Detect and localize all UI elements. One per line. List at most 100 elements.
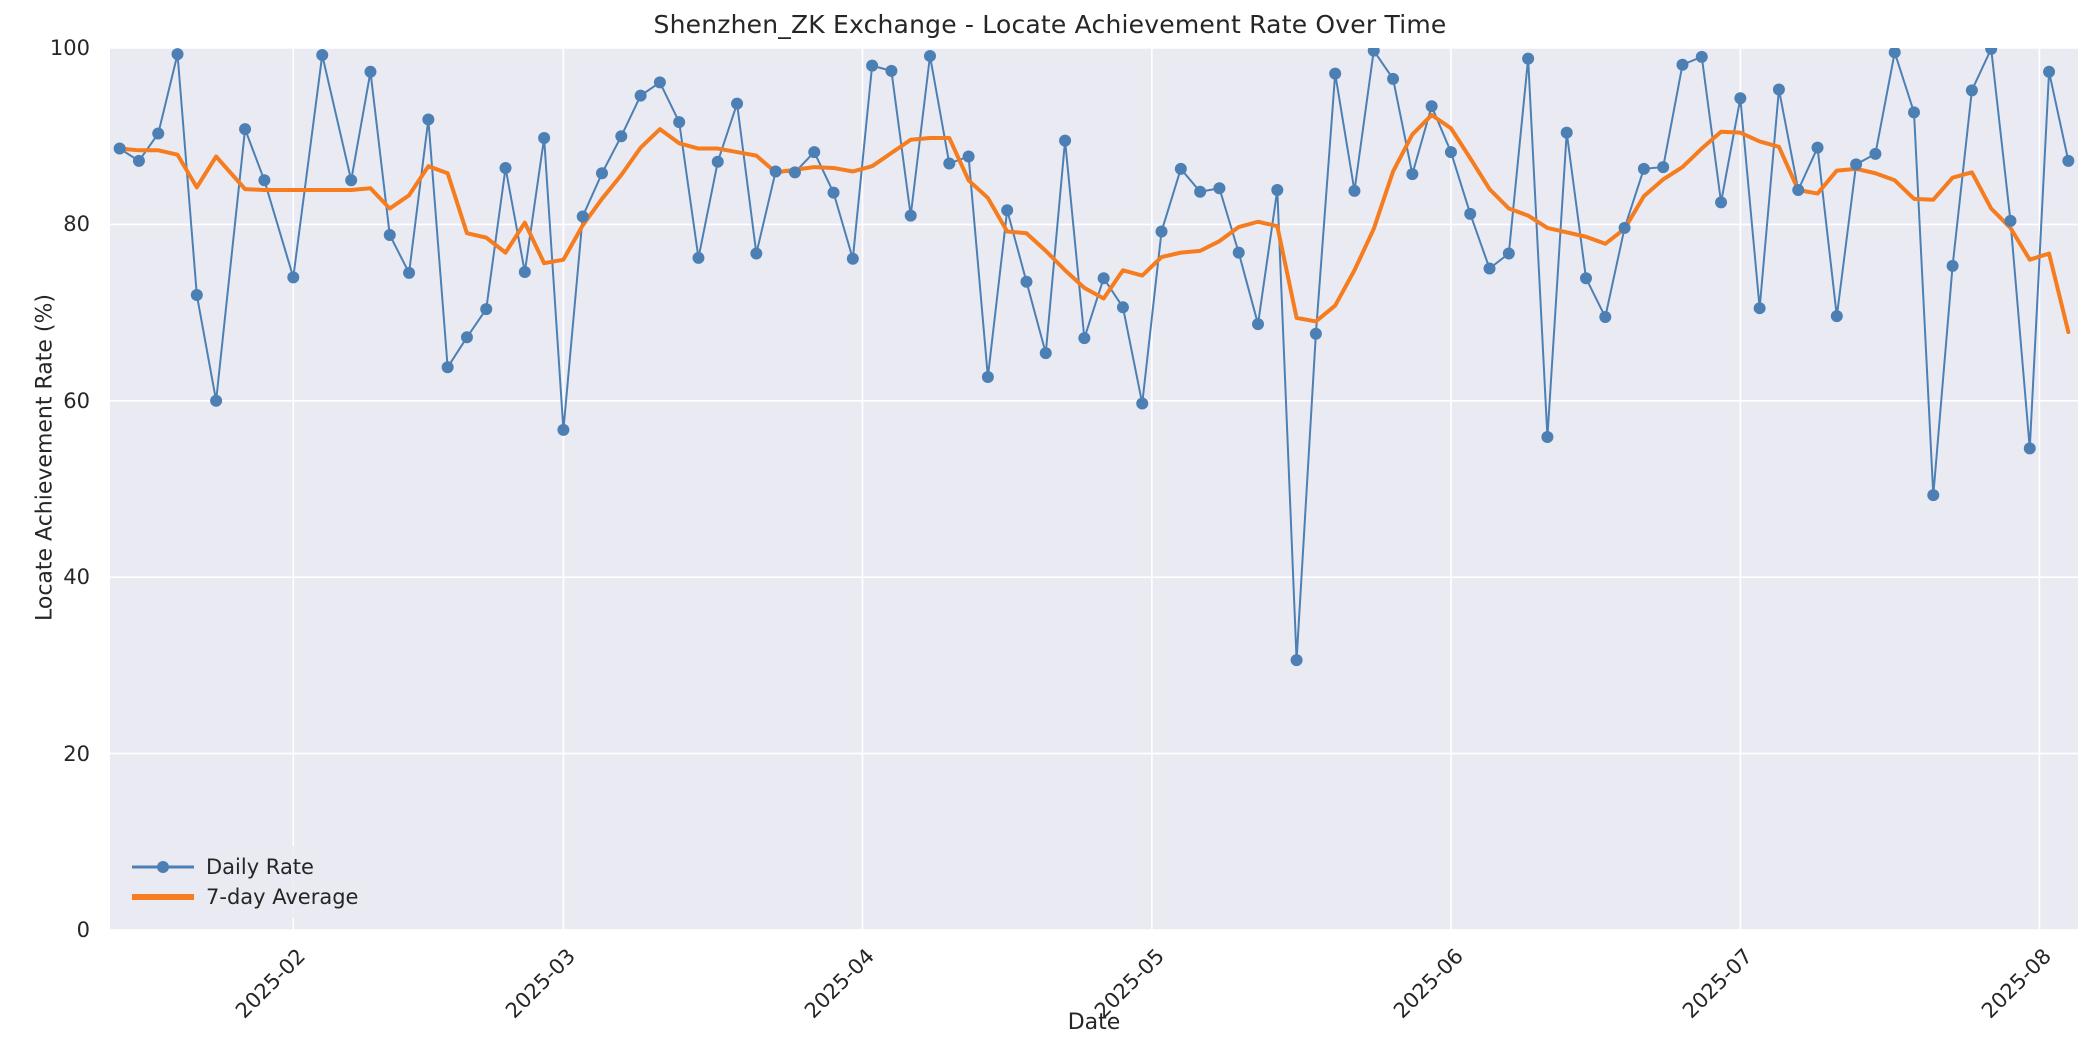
data-point-marker xyxy=(1252,318,1264,331)
data-point-marker xyxy=(866,59,879,72)
data-point-marker xyxy=(1869,147,1882,160)
series-lines xyxy=(117,48,2071,662)
data-point-marker xyxy=(596,167,608,180)
data-point-marker xyxy=(460,331,473,344)
x-tick-label: 2025-05 xyxy=(1089,944,1169,1024)
data-point-marker xyxy=(1792,184,1805,196)
y-tick-label: 100 xyxy=(49,36,90,60)
data-point-marker xyxy=(692,251,705,264)
data-point-marker xyxy=(1560,126,1573,139)
data-point-marker xyxy=(1965,84,1978,97)
data-point-marker xyxy=(808,146,821,159)
legend-label-daily-rate: Daily Rate xyxy=(206,855,314,879)
data-point-marker xyxy=(1599,311,1612,324)
data-point-marker xyxy=(1850,158,1863,171)
data-point-marker xyxy=(1927,489,1940,502)
legend-item-daily-rate[interactable]: Daily Rate xyxy=(132,852,358,882)
data-point-marker xyxy=(287,271,300,284)
data-point-marker xyxy=(981,370,994,383)
y-tick-label: 40 xyxy=(63,565,90,590)
data-point-marker xyxy=(1271,184,1284,196)
data-point-marker xyxy=(403,266,416,279)
vertical-gridlines xyxy=(292,48,2041,930)
data-point-marker xyxy=(499,161,512,174)
data-point-marker xyxy=(1078,332,1091,345)
data-point-marker xyxy=(1425,100,1438,113)
data-point-marker xyxy=(750,247,763,260)
data-point-marker xyxy=(1715,196,1728,209)
legend-marker-dot-icon xyxy=(157,861,169,873)
data-point-marker xyxy=(1502,247,1515,260)
chart-title: Shenzhen_ZK Exchange - Locate Achievemen… xyxy=(653,10,1447,39)
x-tick-label: 2025-04 xyxy=(800,944,880,1024)
data-point-marker xyxy=(1734,92,1747,105)
data-point-marker xyxy=(345,174,358,187)
data-point-marker xyxy=(316,49,329,62)
data-point-marker xyxy=(634,89,647,102)
data-point-marker xyxy=(1637,162,1650,175)
data-point-marker xyxy=(885,64,898,77)
data-point-marker xyxy=(1888,48,1901,59)
legend-swatch-line-icon xyxy=(132,854,194,880)
data-point-marker xyxy=(1001,204,1014,217)
data-point-marker xyxy=(924,49,936,62)
chart-legend[interactable]: Daily Rate 7-day Average xyxy=(124,846,369,918)
data-point-marker xyxy=(1116,301,1129,314)
data-point-marker xyxy=(1194,185,1207,198)
data-point-marker xyxy=(1753,302,1766,315)
data-point-marker xyxy=(846,252,859,265)
data-point-marker xyxy=(1039,347,1052,360)
data-point-marker xyxy=(441,361,454,374)
legend-swatch-thick-line-icon xyxy=(132,884,194,910)
data-point-marker xyxy=(1618,221,1631,234)
data-point-marker xyxy=(2043,65,2056,78)
data-point-marker xyxy=(1367,48,1380,57)
data-point-marker xyxy=(769,165,782,178)
data-point-marker xyxy=(1483,262,1496,275)
plot-area xyxy=(110,48,2078,930)
data-point-marker xyxy=(1213,182,1226,195)
data-point-marker xyxy=(113,142,126,155)
data-point-marker xyxy=(1232,246,1245,259)
data-point-marker xyxy=(1290,654,1303,667)
data-point-marker xyxy=(1309,327,1322,340)
data-point-marker xyxy=(210,394,223,407)
data-point-marker xyxy=(1657,161,1670,174)
y-axis-tick-labels: 0 20 40 60 80 100 xyxy=(0,36,102,942)
data-point-marker xyxy=(827,186,840,199)
data-point-marker xyxy=(1136,397,1149,410)
legend-label-7day-average: 7-day Average xyxy=(206,885,359,909)
data-point-marker xyxy=(731,97,744,110)
data-point-marker xyxy=(1946,259,1959,272)
legend-item-7day-average[interactable]: 7-day Average xyxy=(132,882,358,912)
horizontal-gridlines xyxy=(110,48,2078,930)
data-point-marker xyxy=(673,116,686,129)
data-point-marker xyxy=(239,123,252,136)
y-tick-label: 20 xyxy=(63,741,90,766)
data-point-marker xyxy=(943,157,956,170)
series-line-daily-rate xyxy=(118,48,2070,662)
data-point-marker xyxy=(788,166,801,179)
data-point-marker xyxy=(1676,58,1689,71)
data-point-marker xyxy=(132,154,145,167)
data-point-marker xyxy=(1811,141,1824,154)
data-point-marker xyxy=(1695,50,1708,63)
series-markers xyxy=(113,48,2075,667)
data-point-marker xyxy=(1464,207,1477,220)
data-point-marker xyxy=(538,131,551,144)
data-point-marker xyxy=(1020,275,1033,288)
y-tick-label: 0 xyxy=(76,918,90,942)
data-point-marker xyxy=(1174,162,1187,175)
data-point-marker xyxy=(2023,442,2036,455)
data-point-marker xyxy=(653,76,666,89)
data-point-marker xyxy=(904,209,917,222)
data-point-marker xyxy=(364,65,377,78)
data-point-marker xyxy=(518,266,531,279)
data-point-marker xyxy=(383,228,396,241)
x-axis-label: Date xyxy=(1067,1010,1121,1035)
data-point-marker xyxy=(1522,52,1535,65)
data-point-marker xyxy=(2004,214,2017,227)
data-point-marker xyxy=(1387,72,1400,85)
data-point-marker xyxy=(1985,48,1998,55)
